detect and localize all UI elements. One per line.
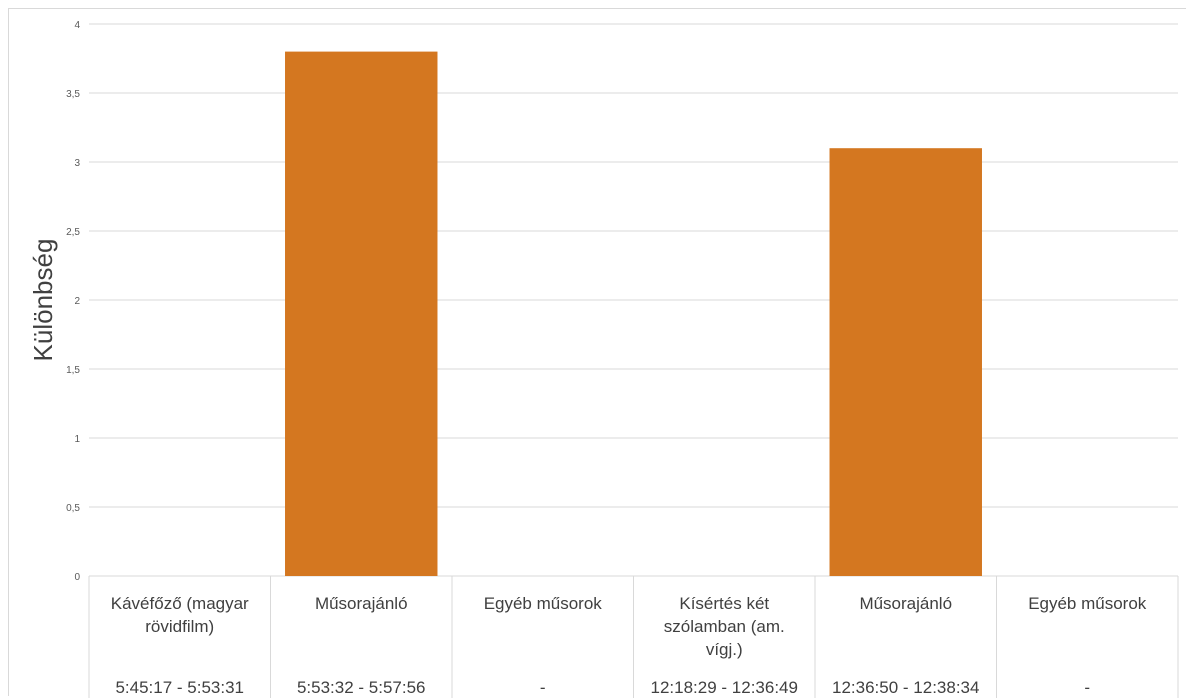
y-tick-label: 3 xyxy=(74,158,80,169)
chart-frame xyxy=(8,8,1186,696)
category-label: Műsorajánló xyxy=(315,594,408,613)
category-time-label: 5:45:17 - 5:53:31 xyxy=(115,678,244,697)
y-tick-label: 2 xyxy=(74,296,80,307)
category-label: vígj.) xyxy=(706,640,743,659)
bar xyxy=(285,51,438,577)
y-axis-title: Különbség xyxy=(28,239,58,362)
y-tick-label: 0,5 xyxy=(66,503,80,514)
y-tick-label: 0 xyxy=(74,572,80,583)
y-tick-label: 4 xyxy=(74,20,80,31)
category-label: Egyéb műsorok xyxy=(484,594,603,613)
y-tick-label: 1,5 xyxy=(66,365,80,376)
category-time-label: - xyxy=(1084,678,1090,697)
category-time-label: 12:36:50 - 12:38:34 xyxy=(832,678,979,697)
category-label: Egyéb műsorok xyxy=(1028,594,1147,613)
category-time-label: 5:53:32 - 5:57:56 xyxy=(297,678,426,697)
category-label: Kávéfőző (magyar xyxy=(111,594,249,613)
category-time-label: 12:18:29 - 12:36:49 xyxy=(651,678,798,697)
category-label: rövidfilm) xyxy=(145,617,214,636)
y-tick-label: 3,5 xyxy=(66,89,80,100)
y-tick-label: 2,5 xyxy=(66,227,80,238)
category-label: szólamban (am. xyxy=(664,617,785,636)
category-label: Kísértés két xyxy=(679,594,769,613)
y-tick-label: 1 xyxy=(74,434,80,445)
category-label: Műsorajánló xyxy=(859,594,952,613)
category-time-label: - xyxy=(540,678,546,697)
bar xyxy=(829,148,982,576)
